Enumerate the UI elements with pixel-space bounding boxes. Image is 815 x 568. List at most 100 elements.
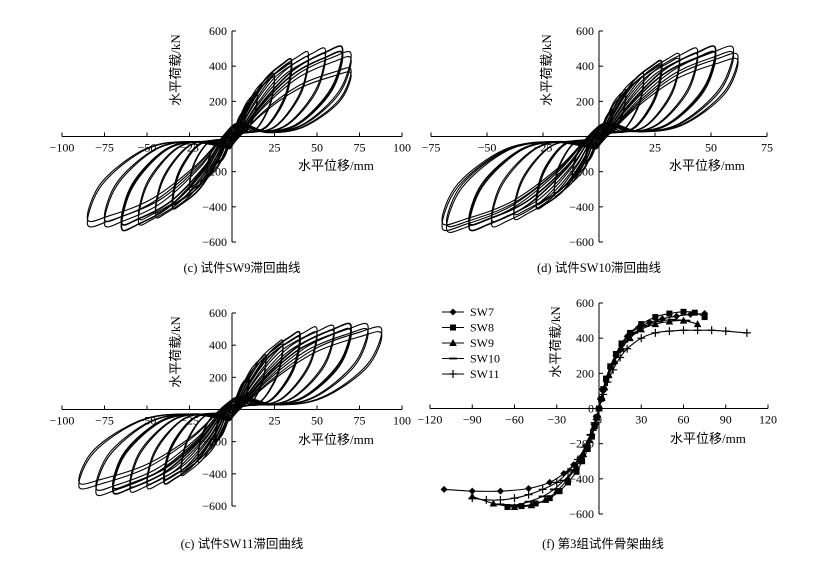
x-axis-label: 水平位移/mm <box>669 158 745 173</box>
data-point <box>652 314 659 321</box>
data-point <box>468 487 476 495</box>
x-tick-label: 25 <box>269 141 281 155</box>
y-tick-label: 0 <box>588 402 594 416</box>
data-point <box>672 312 680 320</box>
legend-label-sw7: SW7 <box>470 305 494 319</box>
data-point <box>468 494 477 503</box>
data-point <box>617 344 626 352</box>
y-axis-label: 水平荷载/kN <box>168 316 183 388</box>
x-tick-label: −100 <box>50 141 75 155</box>
x-tick-label: −60 <box>505 413 524 427</box>
data-point <box>609 365 618 374</box>
data-point <box>626 329 633 336</box>
data-point <box>482 495 491 504</box>
y-tick-label: 600 <box>576 296 594 310</box>
data-point <box>680 308 687 315</box>
y-tick-label: 400 <box>576 59 594 73</box>
x-tick-label: −75 <box>95 141 114 155</box>
hysteresis-loops <box>441 45 739 233</box>
loop-62-0 <box>441 52 739 232</box>
y-tick-label: 200 <box>209 370 227 384</box>
legend-marker <box>449 339 457 346</box>
data-point <box>440 485 448 493</box>
y-tick-label: 200 <box>576 366 594 380</box>
data-point <box>637 325 646 333</box>
y-tick-label: −600 <box>569 507 594 521</box>
x-tick-label: 90 <box>720 413 732 427</box>
data-point <box>527 501 536 509</box>
data-point <box>496 495 505 504</box>
x-tick-label: 25 <box>649 141 661 155</box>
data-point <box>603 375 610 382</box>
hysteresis-loops <box>78 322 383 497</box>
data-point <box>607 363 614 370</box>
data-point <box>552 478 561 487</box>
legend-label-sw9: SW9 <box>470 336 494 350</box>
loop-70-1 <box>103 56 352 223</box>
loop-70-1 <box>86 71 352 223</box>
panel-caption: (c) 试件SW9滞回曲线 <box>184 260 301 275</box>
y-tick-label: −400 <box>569 200 594 214</box>
x-tick-label: 50 <box>311 414 323 428</box>
x-tick-label: 75 <box>761 141 773 155</box>
data-point <box>693 320 702 328</box>
y-tick-label: −400 <box>569 472 594 486</box>
loop-70-0 <box>103 50 352 228</box>
loop-62-1 <box>441 57 739 226</box>
y-tick-label: 600 <box>209 24 227 38</box>
data-point <box>599 390 608 399</box>
legend-marker <box>449 370 457 378</box>
data-point <box>532 500 539 507</box>
y-tick-label: −400 <box>202 200 227 214</box>
data-point <box>546 495 553 502</box>
data-point <box>510 494 519 503</box>
data-point <box>496 487 504 495</box>
x-tick-label: −100 <box>50 414 75 428</box>
x-tick-label: 60 <box>678 413 690 427</box>
x-tick-label: −90 <box>463 413 482 427</box>
data-point <box>665 327 674 336</box>
data-point <box>665 317 674 325</box>
data-point <box>693 326 702 335</box>
data-point <box>590 418 599 427</box>
y-tick-label: 600 <box>209 306 227 320</box>
y-axis-label: 水平荷载/kN <box>539 34 554 106</box>
x-tick-label: 120 <box>759 413 777 427</box>
x-tick-label: 30 <box>635 413 647 427</box>
panel-caption: (c) 试件SW11滞回曲线 <box>181 536 304 551</box>
x-axis-label: 水平位移/mm <box>670 431 746 446</box>
data-point <box>651 320 660 328</box>
data-point <box>618 340 625 347</box>
x-axis-label: 水平位移/mm <box>298 158 374 173</box>
data-point <box>666 310 673 317</box>
data-point <box>584 445 591 452</box>
data-point <box>679 326 688 335</box>
y-tick-label: 400 <box>209 338 227 352</box>
panel-caption: (d) 试件SW10滞回曲线 <box>537 260 661 275</box>
data-point <box>721 327 730 336</box>
data-point <box>623 344 632 353</box>
data-point <box>546 478 554 486</box>
x-tick-label: 50 <box>705 141 717 155</box>
data-point <box>524 490 533 499</box>
data-point <box>565 479 572 486</box>
y-tick-label: 400 <box>576 331 594 345</box>
panel-4: −120−90−60−300306090120−600−400−20002004… <box>418 296 777 551</box>
data-point <box>504 503 511 510</box>
y-tick-label: −600 <box>569 235 594 249</box>
y-axis-label: 水平荷载/kN <box>548 306 563 378</box>
loop-88-0 <box>78 326 383 490</box>
data-point <box>651 328 660 337</box>
y-tick-label: 400 <box>209 59 227 73</box>
panel-2: −75 −50 −25 25 50 75−600−400−200200400600水平位移… <box>422 24 773 275</box>
legend-label-sw11: SW11 <box>470 367 500 381</box>
x-tick-label: −75 <box>95 414 114 428</box>
legend-marker <box>450 324 456 331</box>
data-point <box>538 485 547 494</box>
series-sw11 <box>468 326 751 504</box>
y-tick-label: −600 <box>202 235 227 249</box>
data-point <box>588 433 595 440</box>
data-point <box>518 503 525 510</box>
